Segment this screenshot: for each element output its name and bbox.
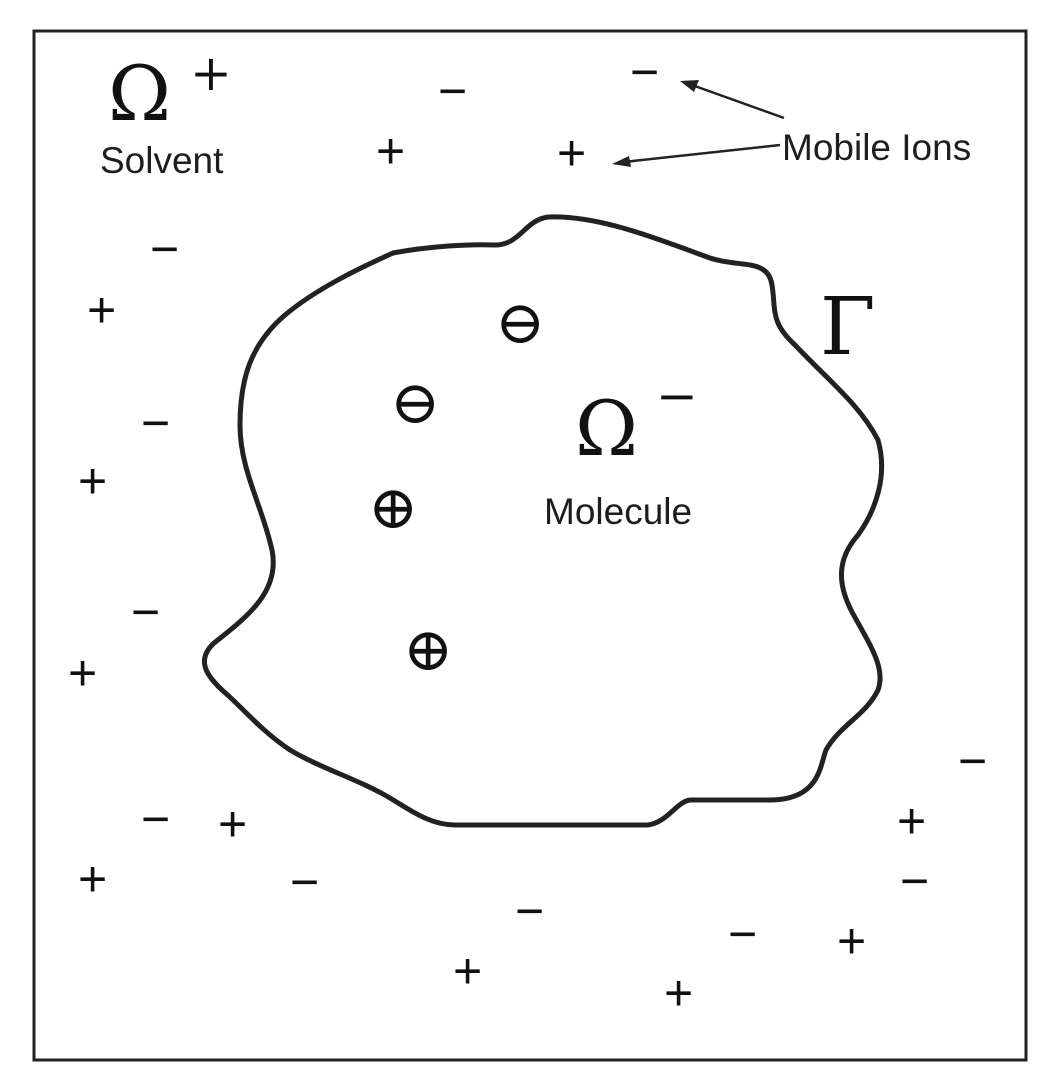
fixed-negative-charge: ⊖ [390, 368, 440, 438]
solvent-omega-symbol: Ω [108, 49, 171, 138]
fixed-negative-charge: ⊖ [495, 288, 545, 358]
mobile-negative-ion: − [141, 791, 170, 847]
solvent-label: Solvent [100, 140, 224, 181]
mobile-positive-ion: + [87, 282, 116, 338]
mobile-positive-ion: + [376, 123, 405, 179]
mobile-negative-ion: − [900, 853, 929, 909]
mobile-negative-ion: − [131, 584, 160, 640]
fixed-positive-charge: ⊕ [368, 473, 418, 543]
mobile-negative-ion: − [958, 733, 987, 789]
boundary-gamma-symbol: Γ [820, 280, 876, 373]
mobile-negative-ion: − [728, 906, 757, 962]
mobile-negative-ion: − [515, 883, 544, 939]
mobile-negative-ion: − [438, 63, 467, 119]
mobile-positive-ion: + [557, 125, 586, 181]
mobile-positive-ion: + [78, 453, 107, 509]
mobile-positive-ion: + [453, 943, 482, 999]
mobile-ions-arrow-upper [691, 83, 785, 120]
molecule-superscript: − [656, 367, 698, 425]
domain-frame [32, 29, 1028, 1062]
molecule-omega-symbol: Ω [575, 384, 638, 473]
molecule-label: Molecule [544, 491, 692, 532]
mobile-negative-ion: − [290, 854, 319, 910]
mobile-positive-ion: + [897, 793, 926, 849]
mobile-ions-arrow-lower [623, 143, 781, 164]
mobile-positive-ion: + [664, 965, 693, 1021]
solvent-superscript: + [190, 44, 232, 102]
mobile-ions-arrowhead-lower [612, 156, 631, 167]
mobile-ions-arrowhead-upper [680, 80, 699, 92]
fixed-positive-charge: ⊕ [403, 615, 453, 685]
mobile-negative-ion: − [141, 395, 170, 451]
mobile-ions-label: Mobile Ions [782, 127, 971, 168]
mobile-positive-ion: + [78, 851, 107, 907]
molecular-surface-boundary [202, 214, 885, 828]
mobile-negative-ion: − [630, 44, 659, 100]
mobile-positive-ion: + [837, 913, 866, 969]
mobile-positive-ion: + [218, 796, 247, 852]
mobile-negative-ion: − [150, 221, 179, 277]
mobile-positive-ion: + [68, 645, 97, 701]
